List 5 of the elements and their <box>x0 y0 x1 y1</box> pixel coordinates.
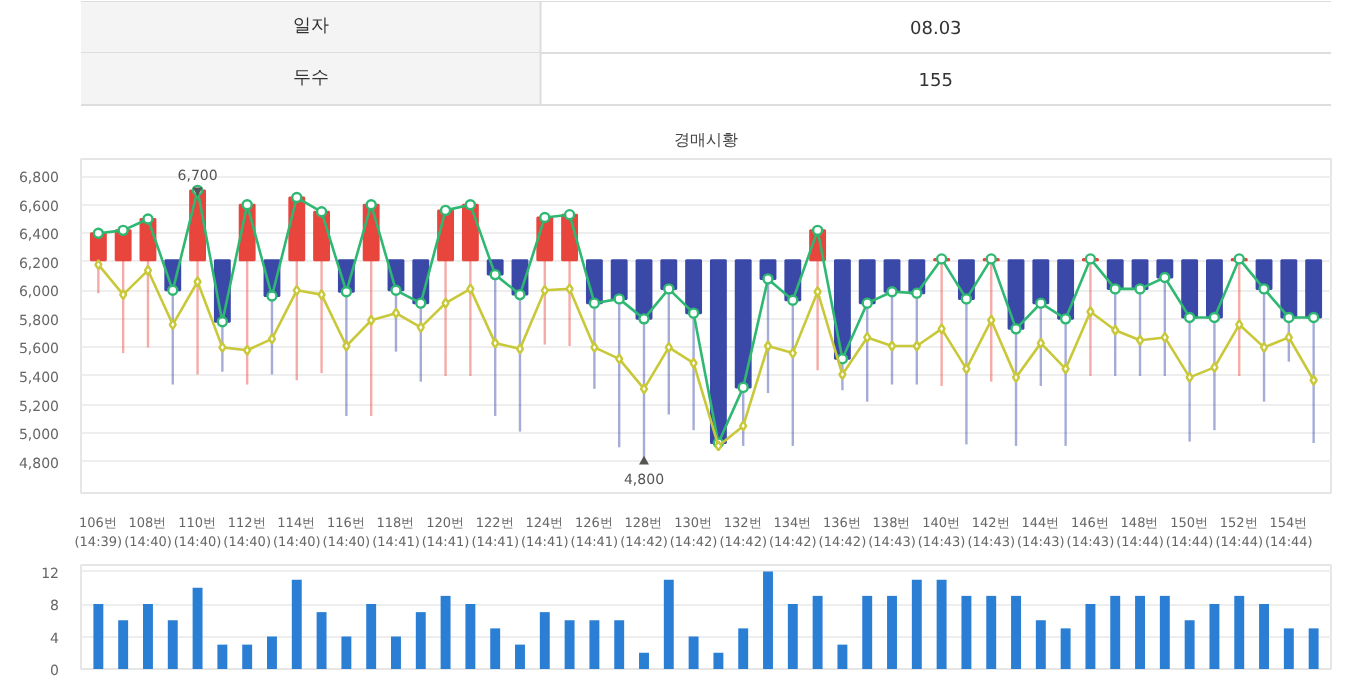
chart-title: 경매시황 <box>674 131 738 149</box>
text: 155 <box>918 72 953 92</box>
text: 두수 <box>292 69 329 89</box>
text: 일자 <box>292 17 329 37</box>
text: 08.03 <box>910 20 962 40</box>
